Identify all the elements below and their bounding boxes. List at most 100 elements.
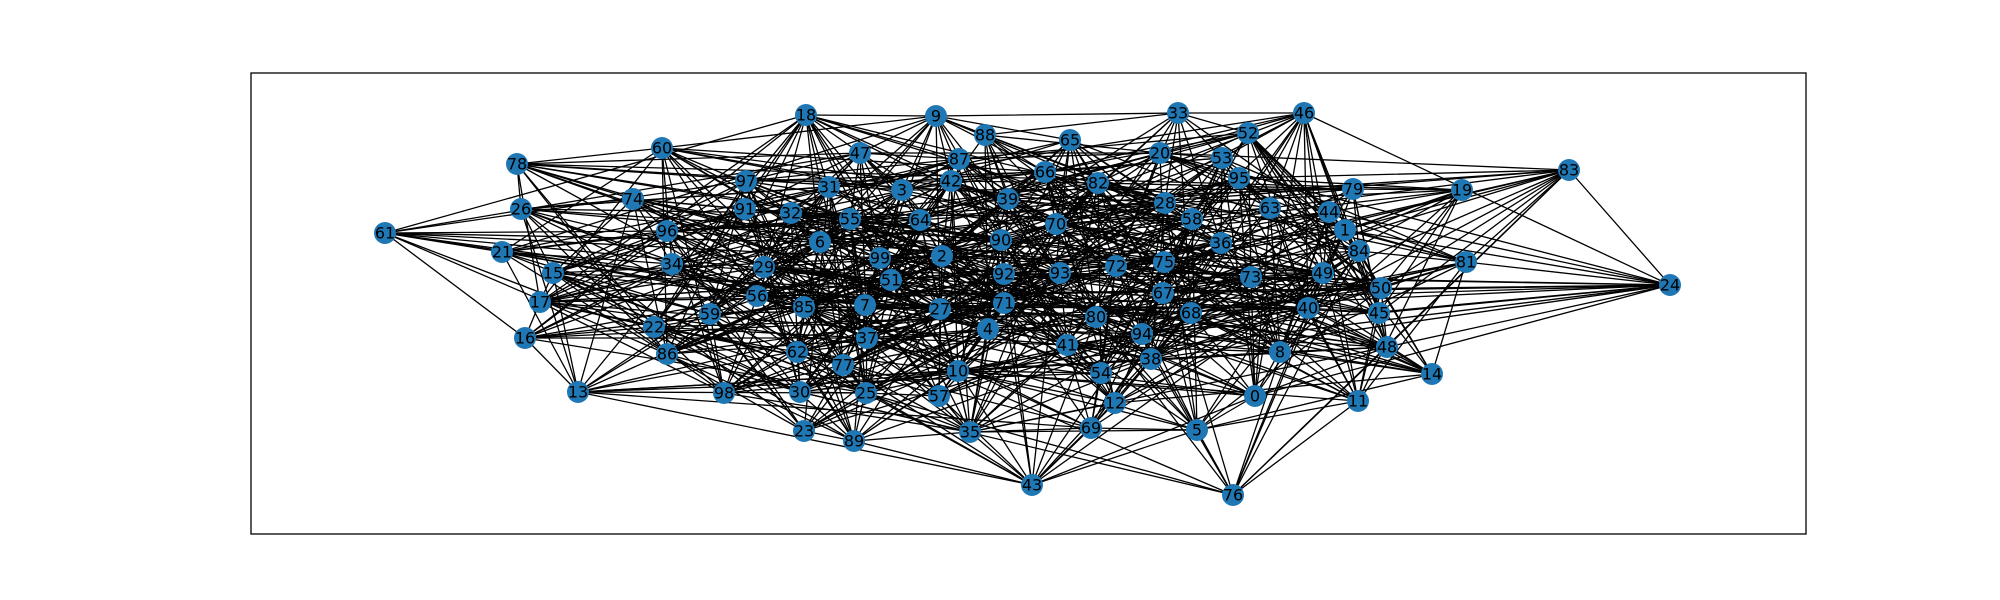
graph-node: 27 [929, 298, 951, 320]
graph-edge [1269, 169, 1570, 209]
node-label: 74 [623, 190, 643, 209]
graph-edge [803, 306, 971, 433]
node-label: 21 [492, 243, 512, 262]
graph-edge [577, 198, 634, 393]
node-circle [374, 222, 396, 244]
node-label: 9 [931, 107, 941, 126]
node-circle [1421, 363, 1443, 385]
node-circle [622, 188, 644, 210]
node-circle [542, 262, 564, 284]
graph-edge [763, 266, 855, 442]
graph-node: 24 [1659, 274, 1681, 296]
node-circle [854, 294, 876, 316]
node-circle [1087, 172, 1109, 194]
graph-edge [790, 158, 960, 214]
graph-edge [501, 251, 668, 355]
node-circle [793, 420, 815, 442]
graph-edge [666, 279, 892, 355]
node-circle [795, 104, 817, 126]
graph-edge [1380, 169, 1570, 289]
graph-edge [866, 337, 1234, 496]
graph-edge [1191, 112, 1305, 220]
node-circle [1186, 419, 1208, 441]
graph-edge [819, 158, 960, 243]
graph-edge [1100, 307, 1309, 374]
node-circle [1181, 208, 1203, 230]
node-circle [948, 148, 970, 170]
graph-edge [1095, 276, 1252, 318]
node-layer: 0123456789101112131415161718192021222324… [374, 102, 1681, 506]
graph-edge [805, 114, 861, 154]
graph-edge [935, 115, 1099, 184]
graph-edge [969, 358, 1152, 433]
graph-edge [666, 230, 805, 308]
graph-node: 51 [880, 269, 902, 291]
graph-edge [723, 364, 844, 394]
graph-node: 92 [993, 263, 1015, 285]
graph-edge [1328, 189, 1463, 213]
graph-edge [1031, 395, 1256, 486]
graph-edge [890, 279, 1005, 304]
graph-edge [516, 163, 941, 310]
graph-node: 56 [746, 285, 768, 307]
node-circle [990, 229, 1012, 251]
graph-edge [763, 114, 807, 268]
graph-edge [723, 337, 868, 394]
graph-edge [803, 272, 1061, 432]
graph-node: 76 [1222, 484, 1244, 506]
graph-edge [935, 115, 952, 182]
graph-edge [552, 272, 725, 394]
graph-edge [879, 257, 1005, 304]
node-circle [656, 220, 678, 242]
graph-edge [501, 230, 668, 253]
graph-edge [653, 180, 747, 328]
graph-node: 47 [849, 142, 871, 164]
node-label: 31 [819, 178, 839, 197]
graph-node: 73 [1240, 266, 1262, 288]
graph-edge [938, 316, 1097, 397]
graph-edge [987, 239, 1002, 330]
node-circle [1659, 274, 1681, 296]
node-circle [993, 292, 1015, 314]
graph-edge [666, 112, 1305, 355]
node-circle [1455, 251, 1477, 273]
graph-edge [1269, 207, 1382, 289]
graph-node: 60 [651, 137, 673, 159]
node-circle [734, 198, 756, 220]
node-label: 18 [796, 106, 816, 125]
graph-edge [1090, 250, 1360, 429]
graph-node: 66 [1034, 161, 1056, 183]
graph-edge [1386, 284, 1671, 348]
graph-edge [864, 115, 937, 306]
node-circle [839, 208, 861, 230]
graph-edge [950, 180, 1143, 335]
graph-node: 21 [491, 241, 513, 263]
graph-edge [1059, 272, 1143, 335]
graph-edge [969, 427, 1092, 433]
graph-edge [865, 392, 1033, 486]
node-circle [1021, 474, 1043, 496]
node-label: 58 [1182, 210, 1202, 229]
graph-node: 85 [793, 296, 815, 318]
graph-edge [1344, 229, 1671, 286]
node-label: 62 [787, 343, 807, 362]
graph-node: 65 [1059, 129, 1081, 151]
graph-node: 91 [734, 198, 756, 220]
graph-edge [1055, 177, 1240, 225]
graph-node: 82 [1087, 172, 1109, 194]
graph-edge [1177, 112, 1222, 244]
graph-edge [520, 208, 668, 355]
graph-edge [666, 230, 805, 432]
node-circle [567, 381, 589, 403]
graph-edge [1221, 112, 1305, 159]
node-circle [931, 245, 953, 267]
node-label: 79 [1343, 180, 1363, 199]
node-circle [1269, 341, 1291, 363]
graph-edge [384, 232, 866, 306]
node-label: 23 [794, 422, 814, 441]
node-circle [832, 354, 854, 376]
node-circle [1210, 232, 1232, 254]
graph-edge [723, 265, 1117, 394]
node-circle [909, 209, 931, 231]
node-label: 46 [1294, 104, 1314, 123]
